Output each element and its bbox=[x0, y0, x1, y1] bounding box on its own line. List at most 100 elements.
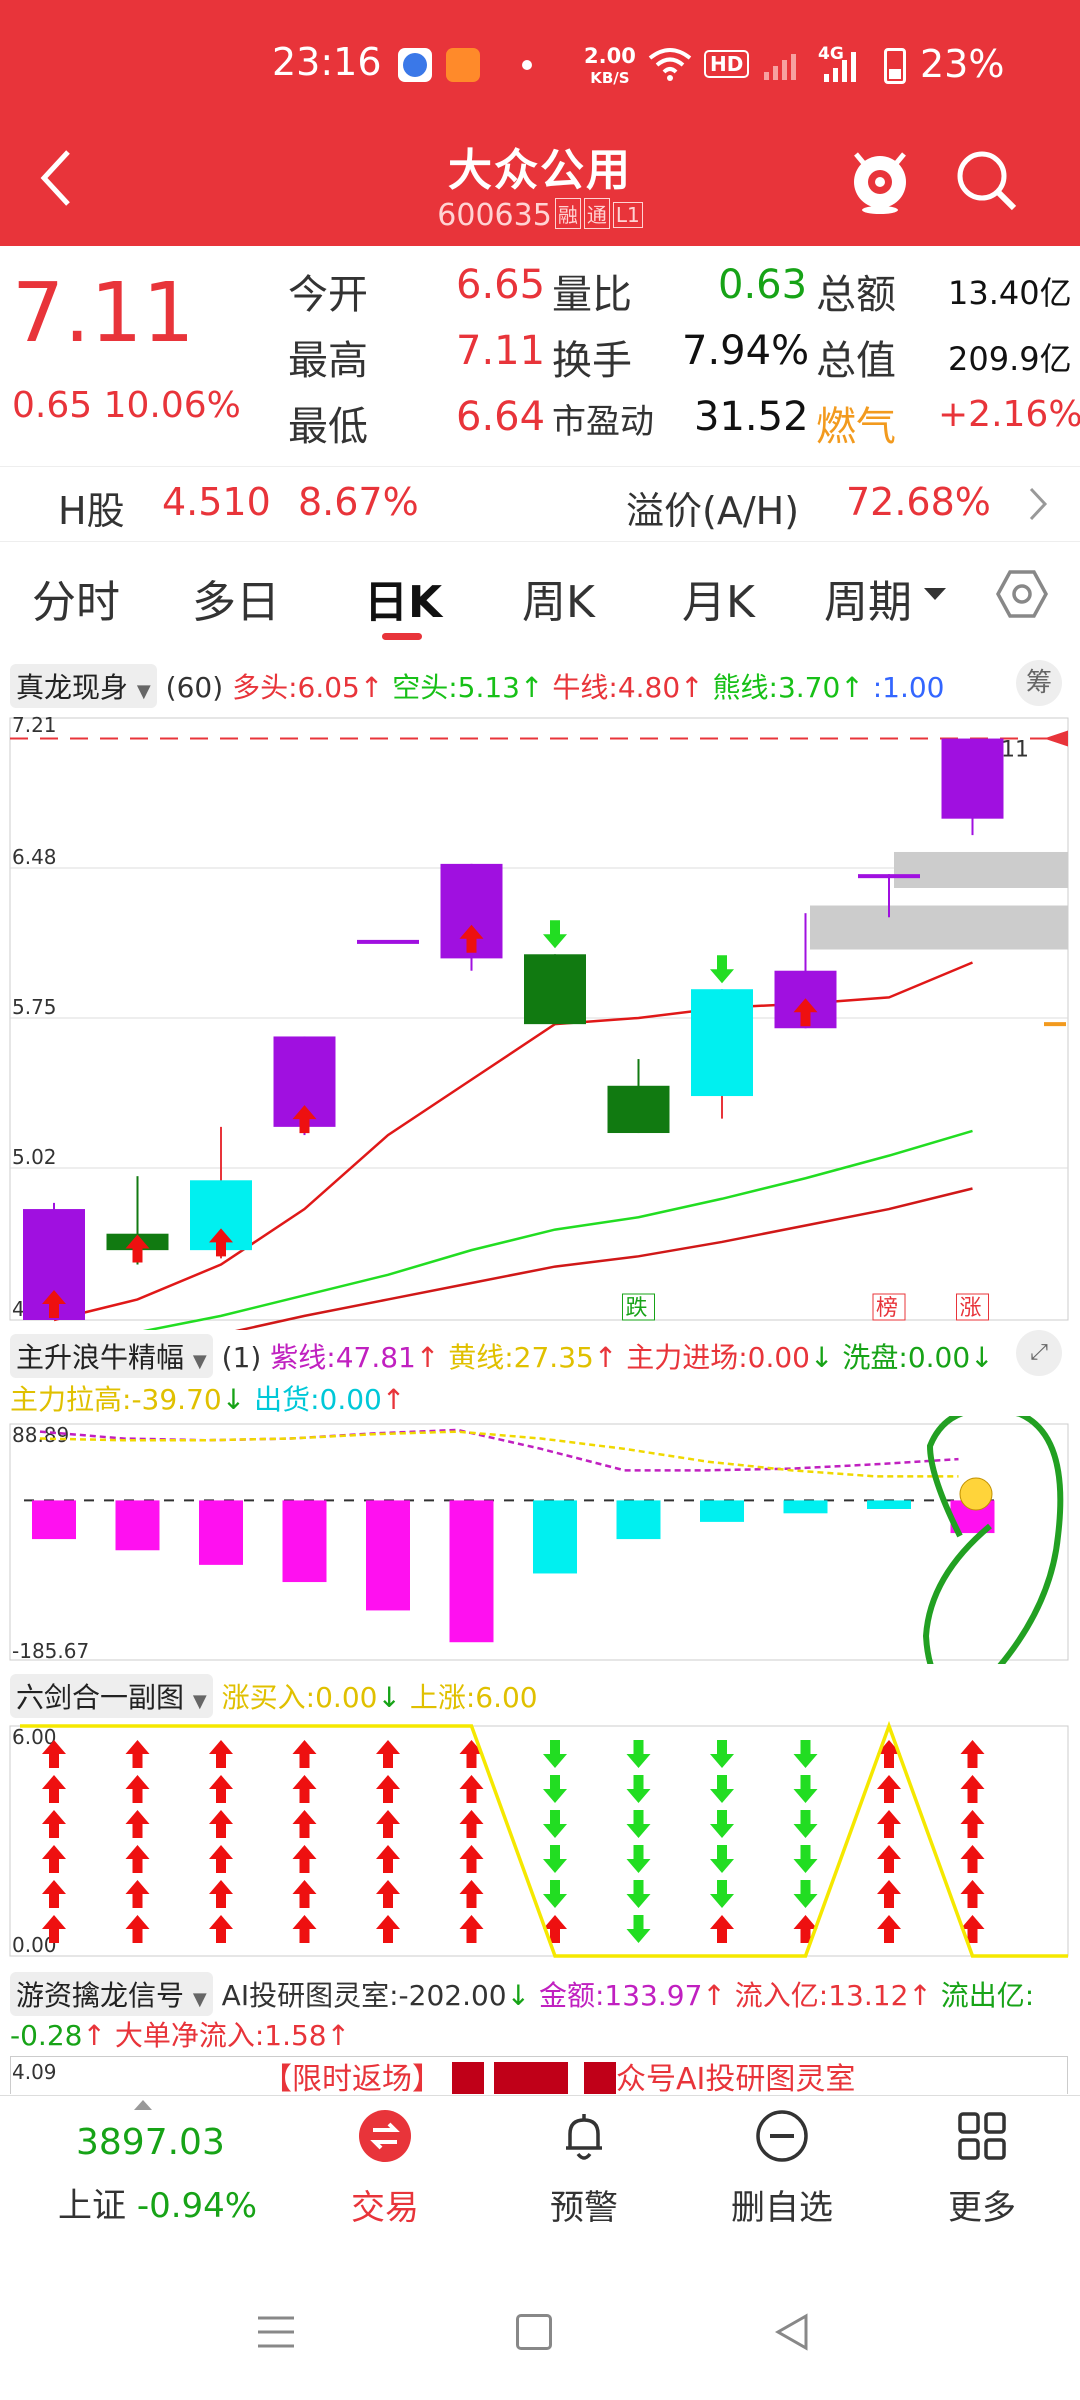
search-icon[interactable] bbox=[954, 148, 1018, 216]
h-share-pct: 8.67% bbox=[298, 480, 419, 524]
short-line bbox=[142, 1129, 973, 1330]
battery-percent: 23% bbox=[920, 42, 1005, 86]
sub3-indicator-legend: 游资擒龙信号 ▼ AI投研图灵室:-202.00↓ 金额:133.97↑ 流入亿… bbox=[10, 1972, 1034, 2016]
ad-banner-text[interactable]: 【限时返场】 众号AI投研图灵室 bbox=[262, 2062, 856, 2097]
nav-remove-watchlist[interactable]: 删自选 bbox=[731, 2188, 833, 2228]
bell-icon[interactable] bbox=[556, 2108, 612, 2168]
last-price: 7.11 bbox=[12, 266, 195, 361]
up-arrow-signal bbox=[376, 1915, 400, 1943]
label-sector[interactable]: 燃气 bbox=[816, 404, 896, 450]
tab-monthly-k[interactable]: 月K bbox=[682, 577, 755, 628]
histogram-bar bbox=[32, 1500, 76, 1540]
chevron-right-icon[interactable] bbox=[1028, 486, 1048, 526]
up-arrow-signal bbox=[376, 1775, 400, 1803]
net-speed: 2.00 KB/S bbox=[584, 44, 636, 88]
buy-arrow bbox=[209, 1228, 233, 1257]
home-icon[interactable] bbox=[516, 2314, 552, 2350]
up-arrow-signal bbox=[459, 1880, 484, 1908]
chip-distribution-button[interactable]: 筹 bbox=[1016, 660, 1062, 706]
premium-label: 溢价(A/H) bbox=[626, 489, 800, 533]
down-arrow-signal bbox=[626, 1880, 651, 1908]
candle-body bbox=[607, 1085, 670, 1134]
nav-trade[interactable]: 交易 bbox=[351, 2188, 419, 2228]
annotation-circle bbox=[922, 1416, 1064, 1664]
y-tick-label: 5.75 bbox=[12, 995, 57, 1019]
buy-arrow bbox=[42, 1290, 66, 1318]
tab-period[interactable]: 周期 bbox=[824, 577, 912, 628]
up-arrow-signal bbox=[125, 1915, 150, 1943]
price-change: 0.65 10.06% bbox=[12, 385, 241, 426]
main-indicator-selector[interactable]: 真龙现身 ▼ bbox=[10, 664, 157, 708]
sub2-signal-chart[interactable]: 6.000.00 bbox=[0, 1716, 1080, 1962]
up-arrow-signal bbox=[710, 1915, 734, 1943]
up-arrow-signal bbox=[42, 1740, 66, 1768]
sell-arrow bbox=[543, 920, 567, 949]
up-arrow-signal bbox=[877, 1775, 901, 1803]
down-arrow-signal bbox=[710, 1775, 734, 1803]
down-arrow-signal bbox=[793, 1880, 818, 1908]
up-arrow-signal bbox=[125, 1845, 150, 1873]
signal-marker: 涨 bbox=[960, 1296, 982, 1321]
status-time: 23:16 bbox=[272, 40, 382, 84]
down-arrow-signal bbox=[626, 1740, 651, 1768]
value-sector-change[interactable]: +2.16% bbox=[938, 394, 1080, 435]
buy-arrow bbox=[459, 924, 484, 953]
up-arrow-signal bbox=[543, 1915, 567, 1943]
settings-hexagon-icon[interactable] bbox=[996, 568, 1048, 624]
back-nav-icon[interactable] bbox=[772, 2312, 812, 2356]
app-notification-icon bbox=[398, 48, 432, 82]
app-header: 23:16 2.00 KB/S HD 4G 23% 大众公用 600635 融通 L1 bbox=[0, 0, 1080, 246]
tab-multi-day[interactable]: 多日 bbox=[192, 577, 280, 628]
tab-weekly-k[interactable]: 周K bbox=[522, 577, 595, 628]
signal-marker-box bbox=[872, 1293, 906, 1321]
signal-marker-box bbox=[956, 1293, 989, 1321]
up-arrow-signal bbox=[292, 1775, 317, 1803]
down-arrow-signal bbox=[793, 1845, 818, 1873]
nav-alert[interactable]: 预警 bbox=[550, 2188, 618, 2228]
tab-intraday[interactable]: 分时 bbox=[32, 577, 120, 628]
down-arrow-signal bbox=[626, 1915, 651, 1943]
menu-icon[interactable] bbox=[256, 2314, 296, 2354]
value-market-cap: 209.9亿 bbox=[948, 340, 1072, 378]
up-arrow-signal bbox=[376, 1740, 400, 1768]
sub3-indicator-selector[interactable]: 游资擒龙信号 ▼ bbox=[10, 1972, 213, 2016]
label-market-cap: 总值 bbox=[816, 338, 896, 384]
stock-code: 600635 融通 L1 bbox=[0, 198, 1080, 233]
resistance-zone bbox=[810, 905, 1068, 950]
bear-line bbox=[235, 1187, 973, 1330]
up-arrow-signal bbox=[376, 1845, 400, 1873]
remove-watchlist-icon[interactable] bbox=[754, 2108, 810, 2168]
index-info[interactable]: 上证 -0.94% bbox=[58, 2186, 258, 2226]
purple-line bbox=[39, 1428, 959, 1472]
expand-icon[interactable]: ⤢ bbox=[1016, 1330, 1062, 1376]
y-tick-label: -185.67 bbox=[12, 1639, 89, 1663]
nav-more[interactable]: 更多 bbox=[948, 2188, 1016, 2228]
signal-4g-icon: 4G bbox=[818, 44, 868, 88]
sub1-indicator-selector[interactable]: 主升浪牛精幅 ▼ bbox=[10, 1334, 213, 1378]
label-pe: 市盈动 bbox=[552, 402, 654, 442]
sell-arrow bbox=[710, 955, 734, 984]
index-value[interactable]: 3897.03 bbox=[76, 2122, 225, 2163]
grid-more-icon[interactable] bbox=[954, 2108, 1010, 2168]
sub2-indicator-selector[interactable]: 六剑合一副图 ▼ bbox=[10, 1674, 213, 1718]
back-button[interactable] bbox=[38, 148, 74, 212]
sub1-bar-chart[interactable]: 88.89 -185.67 bbox=[0, 1416, 1080, 1664]
histogram-bar bbox=[449, 1500, 494, 1643]
down-arrow-signal bbox=[626, 1775, 651, 1803]
h-share-row[interactable] bbox=[0, 466, 1080, 542]
up-arrow-signal bbox=[125, 1775, 150, 1803]
down-arrow-signal bbox=[710, 1845, 734, 1873]
chevron-up-icon[interactable] bbox=[134, 2100, 152, 2110]
sub2-indicator-legend: 六剑合一副图 ▼ 涨买入:0.00↓ 上涨:6.00 bbox=[10, 1674, 538, 1718]
down-arrow-signal bbox=[543, 1810, 567, 1838]
h-share-label: H股 bbox=[58, 489, 125, 533]
histogram-bar bbox=[282, 1500, 327, 1583]
tab-daily-k[interactable]: 日K bbox=[364, 577, 443, 628]
histogram-bar bbox=[783, 1500, 828, 1514]
up-arrow-signal bbox=[960, 1845, 985, 1873]
robot-assistant-icon[interactable] bbox=[848, 144, 912, 218]
y-tick-label: 5.02 bbox=[12, 1145, 57, 1169]
trade-icon[interactable] bbox=[357, 2108, 413, 2168]
sub3-chart-area bbox=[10, 2056, 1068, 2094]
